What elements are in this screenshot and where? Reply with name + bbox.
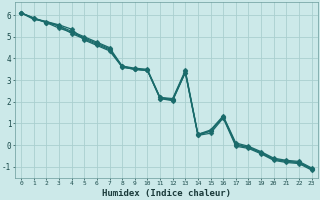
X-axis label: Humidex (Indice chaleur): Humidex (Indice chaleur) [102, 189, 231, 198]
